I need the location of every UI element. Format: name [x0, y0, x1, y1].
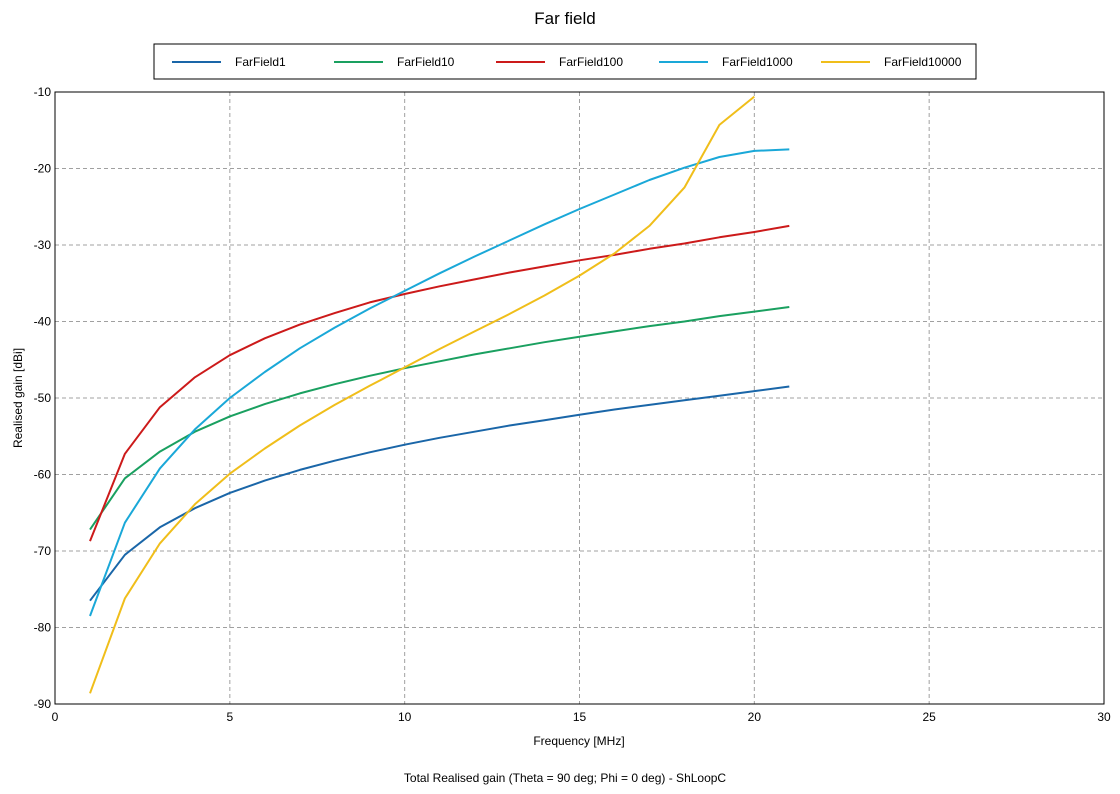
legend-label: FarField10000	[884, 55, 962, 69]
y-axis-title: Realised gain [dBi]	[11, 348, 25, 448]
legend-label: FarField100	[559, 55, 623, 69]
y-tick-label: -20	[34, 162, 52, 176]
legend-label: FarField1000	[722, 55, 793, 69]
x-tick-label: 20	[748, 710, 762, 724]
x-tick-label: 0	[52, 710, 59, 724]
y-tick-label: -80	[34, 621, 52, 635]
chart-title: Far field	[534, 9, 595, 28]
x-tick-label: 5	[226, 710, 233, 724]
chart-caption: Total Realised gain (Theta = 90 deg; Phi…	[404, 771, 727, 785]
series-layer	[89, 95, 790, 694]
y-tick-label: -50	[34, 391, 52, 405]
y-tick-label: -30	[34, 238, 52, 252]
y-tick-label: -70	[34, 544, 52, 558]
x-tick-label: 30	[1097, 710, 1111, 724]
x-axis-tick-labels: 0 5 10 15 20 25 30	[52, 710, 1111, 724]
plot-area	[54, 91, 1105, 705]
y-axis-tick-labels: -90 -80 -70 -60 -50 -40 -30 -20 -10	[34, 85, 52, 711]
series-line-farfield1000	[89, 148, 790, 617]
legend: FarField1 FarField10 FarField100 FarField10…	[153, 43, 977, 80]
legend-label: FarField1	[235, 55, 286, 69]
x-tick-label: 15	[573, 710, 587, 724]
series-line-farfield100	[89, 224, 790, 542]
y-tick-label: -10	[34, 85, 52, 99]
y-tick-label: -60	[34, 468, 52, 482]
legend-label: FarField10	[397, 55, 455, 69]
series-line-farfield10	[89, 306, 790, 531]
x-tick-label: 10	[398, 710, 412, 724]
grid	[55, 92, 1104, 704]
y-tick-label: -90	[34, 697, 52, 711]
x-tick-label: 25	[922, 710, 936, 724]
y-tick-label: -40	[34, 315, 52, 329]
series-line-farfield1	[89, 385, 790, 602]
x-axis-title: Frequency [MHz]	[533, 734, 624, 748]
series-line-farfield10000	[89, 95, 755, 694]
